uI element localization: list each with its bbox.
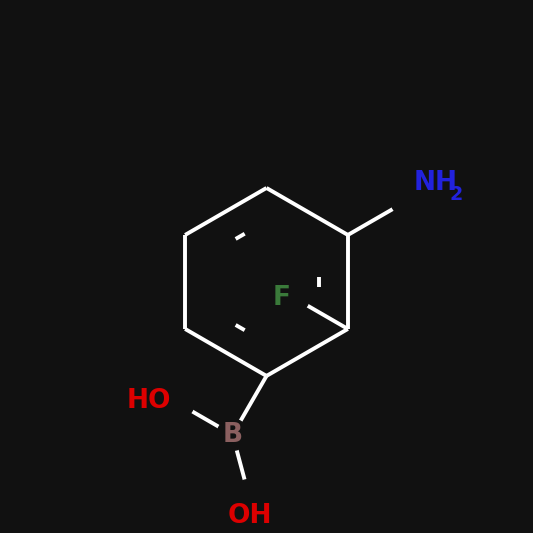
Circle shape [229,479,271,521]
Text: B: B [222,422,243,448]
Text: OH: OH [228,503,272,529]
Circle shape [217,419,248,450]
Circle shape [390,177,432,219]
Text: 2: 2 [449,184,463,204]
Circle shape [278,282,309,313]
Text: NH: NH [414,170,458,196]
Text: HO: HO [127,388,171,414]
Circle shape [153,380,195,422]
Text: F: F [273,285,291,311]
